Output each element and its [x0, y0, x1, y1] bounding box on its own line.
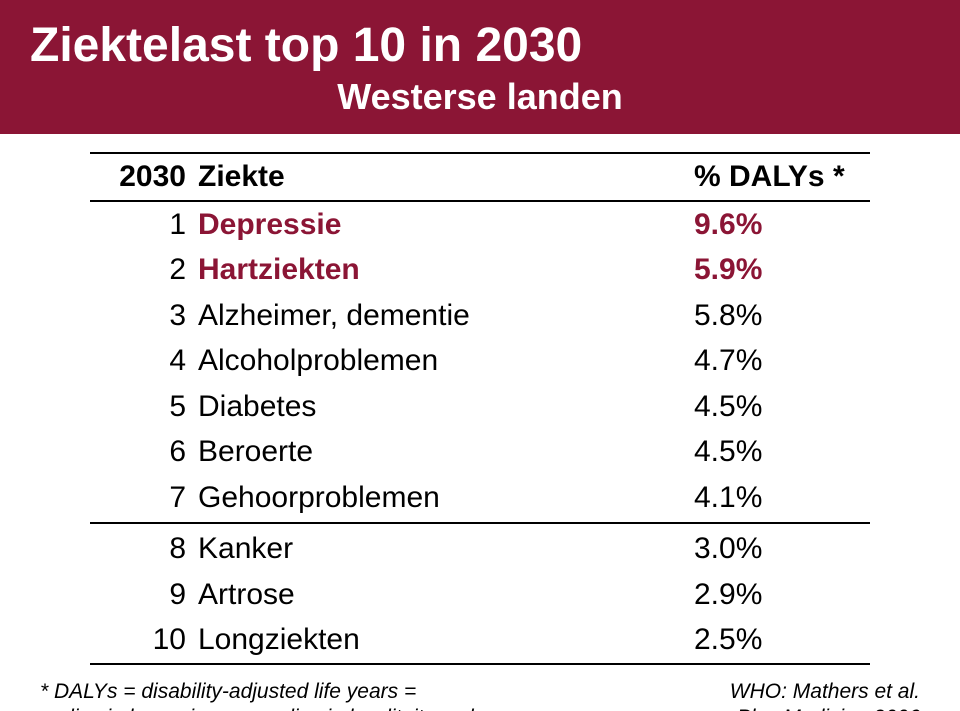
col-disease: Ziekte — [192, 153, 688, 201]
cell-value: 5.9% — [688, 247, 870, 293]
table-row: 5Diabetes4.5% — [90, 384, 870, 430]
cell-value: 9.6% — [688, 201, 870, 248]
footnote-left: * DALYs = disability-adjusted life years… — [40, 679, 519, 711]
footnote-left-line2: verlies in levensjaren + verlies in kwal… — [40, 705, 519, 711]
cell-rank: 7 — [90, 475, 192, 524]
cell-value: 3.0% — [688, 523, 870, 572]
table-row: 9Artrose2.9% — [90, 572, 870, 618]
footnote-right-line1: WHO: Mathers et al. — [730, 679, 920, 705]
col-value: % DALYs * — [688, 153, 870, 201]
cell-disease: Artrose — [192, 572, 688, 618]
disease-table-container: 2030 Ziekte % DALYs * 1Depressie9.6%2Har… — [90, 152, 870, 665]
table-row: 2Hartziekten5.9% — [90, 247, 870, 293]
footnote-right-line2: Plos Medicine 2006 — [730, 705, 920, 711]
cell-disease: Alcoholproblemen — [192, 338, 688, 384]
cell-disease: Kanker — [192, 523, 688, 572]
cell-disease: Alzheimer, dementie — [192, 293, 688, 339]
cell-disease: Diabetes — [192, 384, 688, 430]
table-row: 4Alcoholproblemen4.7% — [90, 338, 870, 384]
cell-rank: 6 — [90, 429, 192, 475]
cell-value: 2.5% — [688, 617, 870, 664]
cell-disease: Beroerte — [192, 429, 688, 475]
disease-table: 2030 Ziekte % DALYs * 1Depressie9.6%2Har… — [90, 152, 870, 665]
footnote-right: WHO: Mathers et al. Plos Medicine 2006 — [730, 679, 920, 711]
cell-rank: 9 — [90, 572, 192, 618]
cell-value: 4.5% — [688, 384, 870, 430]
title-line-1: Ziektelast top 10 in 2030 — [30, 20, 930, 73]
table-header-row: 2030 Ziekte % DALYs * — [90, 153, 870, 201]
table-row: 8Kanker3.0% — [90, 523, 870, 572]
cell-rank: 10 — [90, 617, 192, 664]
table-row: 6Beroerte4.5% — [90, 429, 870, 475]
footnote-left-line1: * DALYs = disability-adjusted life years… — [40, 679, 519, 705]
title-line-2: Westerse landen — [30, 77, 930, 117]
table-row: 10Longziekten2.5% — [90, 617, 870, 664]
cell-rank: 2 — [90, 247, 192, 293]
cell-rank: 3 — [90, 293, 192, 339]
cell-value: 4.7% — [688, 338, 870, 384]
cell-disease: Hartziekten — [192, 247, 688, 293]
table-row: 1Depressie9.6% — [90, 201, 870, 248]
slide-header: Ziektelast top 10 in 2030 Westerse lande… — [0, 0, 960, 134]
cell-value: 2.9% — [688, 572, 870, 618]
cell-disease: Depressie — [192, 201, 688, 248]
cell-rank: 8 — [90, 523, 192, 572]
table-row: 7Gehoorproblemen4.1% — [90, 475, 870, 524]
cell-value: 4.5% — [688, 429, 870, 475]
cell-disease: Longziekten — [192, 617, 688, 664]
cell-rank: 4 — [90, 338, 192, 384]
cell-value: 5.8% — [688, 293, 870, 339]
cell-value: 4.1% — [688, 475, 870, 524]
col-rank: 2030 — [90, 153, 192, 201]
cell-rank: 5 — [90, 384, 192, 430]
cell-disease: Gehoorproblemen — [192, 475, 688, 524]
cell-rank: 1 — [90, 201, 192, 248]
slide-footer: * DALYs = disability-adjusted life years… — [40, 679, 920, 711]
table-row: 3Alzheimer, dementie5.8% — [90, 293, 870, 339]
